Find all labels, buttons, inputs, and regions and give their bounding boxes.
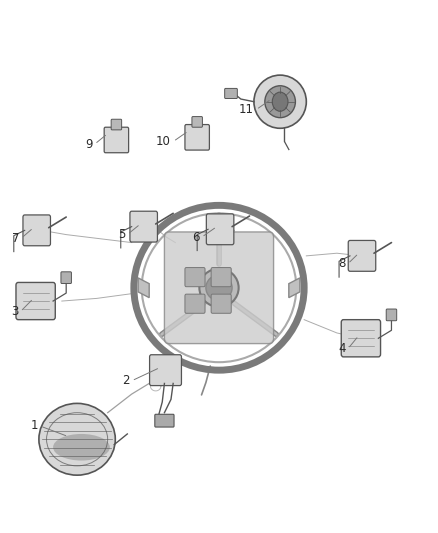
FancyBboxPatch shape [150, 355, 181, 385]
FancyBboxPatch shape [130, 211, 157, 242]
Ellipse shape [199, 269, 239, 307]
FancyBboxPatch shape [386, 309, 397, 321]
Text: 2: 2 [122, 374, 130, 387]
FancyBboxPatch shape [61, 272, 71, 284]
Ellipse shape [39, 403, 115, 475]
Ellipse shape [265, 86, 295, 118]
Text: 7: 7 [11, 232, 19, 245]
FancyBboxPatch shape [185, 268, 205, 287]
FancyBboxPatch shape [185, 125, 209, 150]
FancyBboxPatch shape [111, 119, 122, 130]
FancyBboxPatch shape [164, 232, 274, 344]
Text: 10: 10 [156, 135, 171, 148]
FancyBboxPatch shape [211, 294, 231, 313]
Text: 3: 3 [11, 305, 18, 318]
Text: 8: 8 [338, 257, 346, 270]
Text: 1: 1 [30, 419, 38, 432]
FancyBboxPatch shape [341, 320, 381, 357]
Text: 5: 5 [118, 228, 125, 241]
Text: 11: 11 [239, 103, 254, 116]
Polygon shape [289, 278, 300, 297]
FancyBboxPatch shape [155, 414, 174, 427]
Text: 9: 9 [85, 138, 92, 151]
FancyBboxPatch shape [225, 88, 237, 99]
Polygon shape [138, 278, 149, 297]
Circle shape [272, 92, 288, 111]
FancyBboxPatch shape [211, 268, 231, 287]
FancyBboxPatch shape [192, 117, 202, 127]
Ellipse shape [53, 434, 110, 461]
FancyBboxPatch shape [16, 282, 55, 320]
FancyBboxPatch shape [104, 127, 129, 153]
FancyBboxPatch shape [206, 214, 234, 245]
Ellipse shape [254, 75, 306, 128]
FancyBboxPatch shape [23, 215, 50, 246]
FancyBboxPatch shape [348, 240, 376, 271]
Ellipse shape [206, 275, 232, 301]
Text: 4: 4 [338, 342, 346, 356]
Text: 6: 6 [192, 231, 199, 244]
FancyBboxPatch shape [185, 294, 205, 313]
